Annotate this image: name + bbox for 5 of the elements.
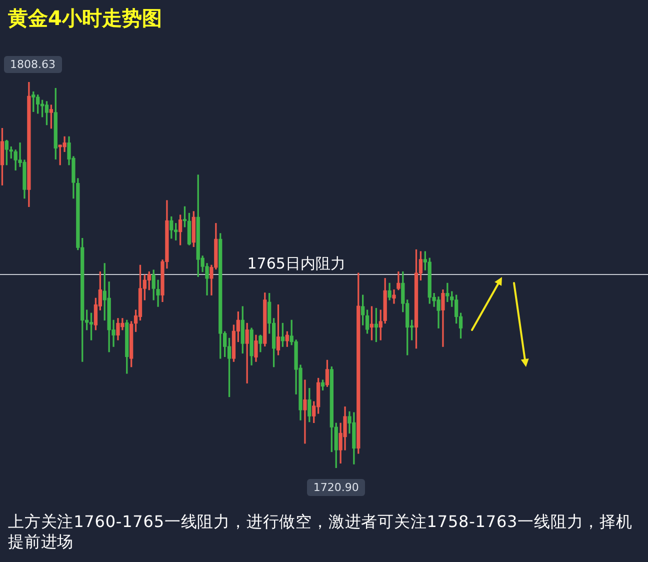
text: 上方关注1760-1765一线阻力，进行做空，激进者可关注1758-1763一线阻力，择机提前进场	[8, 512, 634, 552]
price-tag: 1808.63	[4, 56, 62, 73]
price-tag: 1720.90	[307, 479, 365, 496]
chart-title: 黄金4小时走势图	[8, 5, 162, 31]
ref-line-label: 1765日内阻力	[247, 254, 346, 272]
